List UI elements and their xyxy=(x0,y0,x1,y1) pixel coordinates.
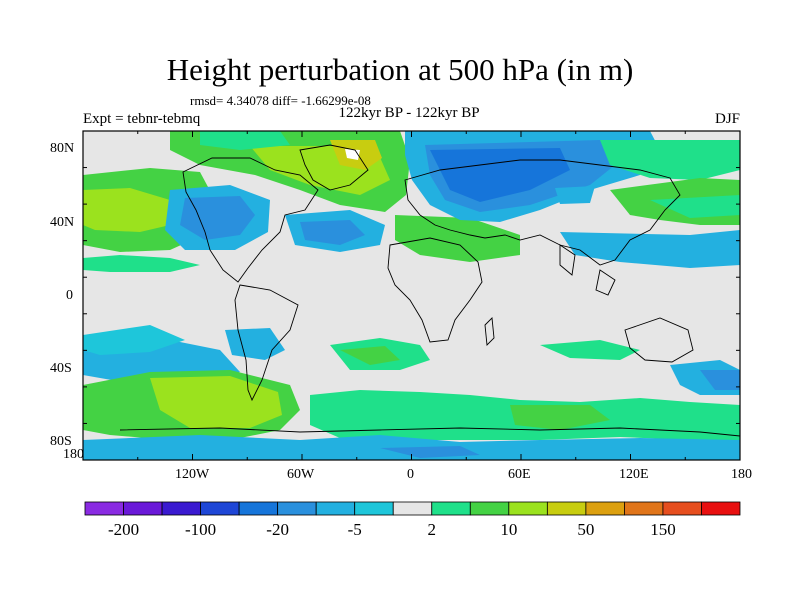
stats-label: rmsd= 4.34078 diff= -1.66299e-08 xyxy=(190,93,371,108)
colorbar-swatch xyxy=(315,501,356,516)
colorbar-swatch xyxy=(161,501,201,516)
colorbar-swatch xyxy=(277,501,317,516)
colorbar-swatch xyxy=(546,501,587,516)
colorbar-swatch xyxy=(431,501,471,516)
colorbar-tick-label: -200 xyxy=(108,520,139,539)
y-tick-label: 80N xyxy=(50,141,75,156)
colorbar-swatch xyxy=(84,501,124,516)
contour-field xyxy=(83,131,740,460)
axis-ticks xyxy=(82,130,741,461)
x-tick-label: 0 xyxy=(407,467,414,482)
y-tick-label: 40S xyxy=(50,361,72,376)
colorbar-tick-label: 150 xyxy=(650,520,676,539)
colorbar-swatch xyxy=(701,501,741,516)
colorbar-tick-label: -100 xyxy=(185,520,216,539)
colorbar-swatch xyxy=(469,501,510,516)
colorbar-swatch xyxy=(624,501,664,516)
x-tick-label: 120E xyxy=(619,467,649,482)
north-atlantic-green xyxy=(395,215,520,262)
colorbar-swatch xyxy=(585,501,625,516)
colorbar-tick-label: 10 xyxy=(500,520,517,539)
colorbar-swatch xyxy=(354,501,394,516)
colorbar-swatch xyxy=(200,501,240,516)
colorbar-swatch xyxy=(508,501,548,516)
colorbar-swatch xyxy=(238,501,279,516)
colorbar-tick-label: -20 xyxy=(266,520,289,539)
y-tick-label: 0 xyxy=(66,288,73,303)
x-tick-label: 60W xyxy=(287,467,315,482)
x-tick-label: 60E xyxy=(508,467,531,482)
x-tick-label: 180 xyxy=(731,467,752,482)
colorbar-swatch xyxy=(123,501,163,516)
x-tick-label: 120W xyxy=(175,467,210,482)
season-label: DJF xyxy=(714,111,740,127)
colorbar-tick-label: 50 xyxy=(577,520,594,539)
x-tick-label: 180 xyxy=(63,447,84,462)
colorbar-swatch xyxy=(392,501,433,516)
y-tick-label: 80S xyxy=(50,434,72,449)
colorbar-tick-label: -5 xyxy=(348,520,362,539)
experiment-label: Expt = tebnr-tebmq xyxy=(83,111,201,127)
period-label: 122kyr BP - 122kyr BP xyxy=(338,105,480,121)
colorbar-tick-label: 2 xyxy=(428,520,437,539)
coastlines xyxy=(119,144,740,437)
y-tick-label: 40N xyxy=(50,215,75,230)
colorbar-swatch xyxy=(662,501,702,516)
plot-title: Height perturbation at 500 hPa (in m) xyxy=(166,52,634,87)
